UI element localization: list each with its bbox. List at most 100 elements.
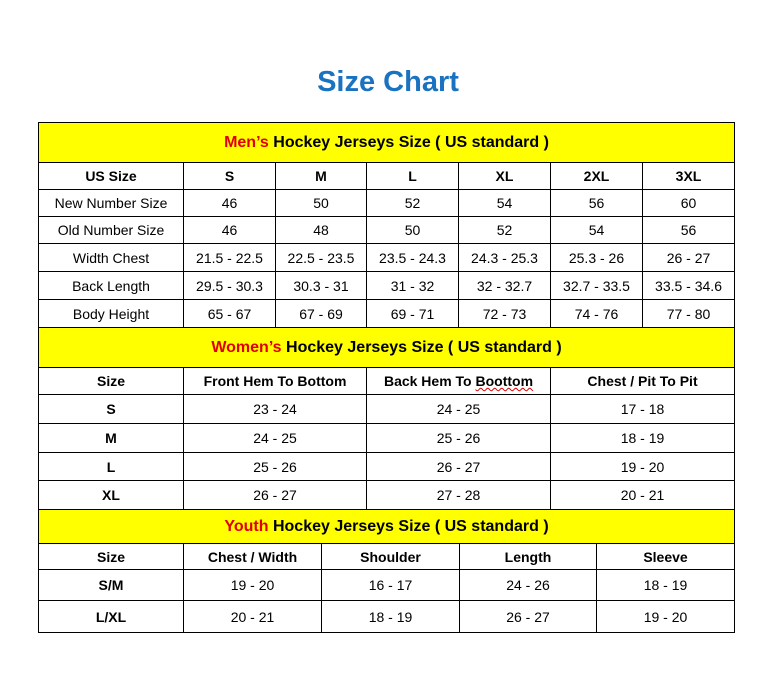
column-header-label: L (408, 168, 417, 184)
column-header-label: Chest / Pit To Pit (587, 373, 698, 389)
column-header: S (183, 162, 276, 190)
table-cell: 24 - 25 (366, 394, 551, 424)
youth-banner: Youth Hockey Jerseys Size ( US standard … (37, 509, 736, 544)
table-cell: 18 - 19 (549, 423, 736, 453)
table-cell: 65 - 67 (183, 299, 276, 328)
column-header-label: US Size (85, 168, 137, 184)
table-cell: 60 (641, 189, 736, 217)
table-cell: 69 - 71 (366, 299, 459, 328)
men-size-table: Men’s Hockey Jerseys Size ( US standard … (37, 122, 736, 328)
women-size-table: Women’s Hockey Jerseys Size ( US standar… (37, 327, 736, 510)
column-header-label: 3XL (675, 168, 702, 184)
table-cell: 20 - 21 (549, 480, 736, 510)
table-cell: 24 - 26 (459, 569, 597, 601)
column-header-label: Sleeve (643, 548, 688, 565)
table-cell: 24.3 - 25.3 (458, 243, 551, 272)
table-row: Back Length 29.5 - 30.3 30.3 - 31 31 - 32 32… (38, 271, 736, 300)
column-header: 3XL (641, 162, 736, 190)
column-header: Shoulder (321, 543, 460, 570)
row-label: Back Length (38, 271, 184, 300)
table-row: New Number Size 46 50 52 54 56 60 (38, 189, 736, 217)
women-banner: Women’s Hockey Jerseys Size ( US standar… (37, 327, 736, 368)
column-header: Back Hem To Boottom (366, 367, 551, 395)
table-row: L 25 - 26 26 - 27 19 - 20 (38, 452, 736, 481)
table-cell: 52 (458, 216, 551, 244)
table-cell: 46 (183, 216, 276, 244)
table-cell: 74 - 76 (550, 299, 643, 328)
column-header-label: S (224, 168, 235, 184)
banner-title: Hockey Jerseys Size ( US standard ) (268, 133, 549, 151)
table-cell: 26 - 27 (459, 600, 597, 633)
column-header: Front Hem To Bottom (183, 367, 367, 395)
table-row: L/XL 20 - 21 18 - 19 26 - 27 19 - 20 (38, 600, 736, 633)
table-cell: 22.5 - 23.5 (275, 243, 367, 272)
column-header-label: Length (504, 548, 552, 565)
header-row: Size Chest / Width Shoulder Length Sleeve (38, 543, 736, 570)
youth-size-table: Youth Hockey Jerseys Size ( US standard … (37, 509, 736, 633)
table-cell: 33.5 - 34.6 (641, 271, 736, 300)
row-label: Body Height (38, 299, 184, 328)
table-row: Old Number Size 46 48 50 52 54 56 (38, 216, 736, 244)
column-header-label: Size (96, 548, 125, 565)
row-label: New Number Size (38, 189, 184, 217)
row-label: S/M (38, 569, 184, 601)
table-cell: 31 - 32 (366, 271, 459, 300)
table-cell: 19 - 20 (183, 569, 322, 601)
table-cell: 56 (641, 216, 736, 244)
table-cell: 26 - 27 (366, 452, 551, 481)
table-cell: 67 - 69 (275, 299, 367, 328)
table-row: Width Chest 21.5 - 22.5 22.5 - 23.5 23.5 - … (38, 243, 736, 272)
row-label: L (38, 452, 184, 481)
column-header-label: M (315, 168, 327, 184)
table-cell: 50 (366, 216, 459, 244)
column-header-label: Front Hem To Bottom (203, 373, 347, 389)
table-cell: 32.7 - 33.5 (550, 271, 643, 300)
column-header-label: Chest / Width (207, 548, 298, 565)
table-cell: 77 - 80 (641, 299, 736, 328)
table-cell: 32 - 32.7 (458, 271, 551, 300)
table-cell: 56 (550, 189, 643, 217)
table-cell: 72 - 73 (458, 299, 551, 328)
table-cell: 25.3 - 26 (550, 243, 643, 272)
banner-title: Hockey Jerseys Size ( US standard ) (268, 517, 549, 535)
table-cell: 25 - 26 (183, 452, 367, 481)
table-row: S/M 19 - 20 16 - 17 24 - 26 18 - 19 (38, 569, 736, 601)
table-cell: 20 - 21 (183, 600, 322, 633)
table-row: XL 26 - 27 27 - 28 20 - 21 (38, 480, 736, 510)
table-cell: 26 - 27 (183, 480, 367, 510)
table-cell: 52 (366, 189, 459, 217)
column-header: Length (459, 543, 597, 570)
column-header: US Size (38, 162, 184, 190)
table-cell: 27 - 28 (366, 480, 551, 510)
size-chart: Men’s Hockey Jerseys Size ( US standard … (37, 122, 736, 633)
banner-highlight: Women’s (211, 338, 282, 356)
table-cell: 19 - 20 (595, 600, 736, 633)
column-header: Chest / Pit To Pit (549, 367, 736, 395)
row-label: Width Chest (38, 243, 184, 272)
column-header-label: XL (495, 168, 514, 184)
table-cell: 30.3 - 31 (275, 271, 367, 300)
men-banner: Men’s Hockey Jerseys Size ( US standard … (37, 122, 736, 163)
row-label: M (38, 423, 184, 453)
banner-title: Hockey Jerseys Size ( US standard ) (281, 338, 562, 356)
table-cell: 25 - 26 (366, 423, 551, 453)
table-cell: 18 - 19 (595, 569, 736, 601)
table-cell: 21.5 - 22.5 (183, 243, 276, 272)
table-cell: 54 (458, 189, 551, 217)
banner-highlight: Youth (224, 517, 269, 535)
column-header: Size (38, 543, 184, 570)
row-label: XL (38, 480, 184, 510)
table-cell: 16 - 17 (321, 569, 460, 601)
column-header-label: Shoulder (360, 548, 421, 565)
column-header-label: 2XL (583, 168, 610, 184)
table-cell: 48 (275, 216, 367, 244)
table-cell: 23 - 24 (183, 394, 367, 424)
table-cell: 50 (275, 189, 367, 217)
column-header-label: Back Hem To Boottom (383, 373, 534, 389)
table-cell: 17 - 18 (549, 394, 736, 424)
table-row: S 23 - 24 24 - 25 17 - 18 (38, 394, 736, 424)
column-header: Size (38, 367, 184, 395)
row-label: S (38, 394, 184, 424)
header-row: US Size S M L XL 2XL 3XL (38, 162, 736, 190)
column-header: Chest / Width (183, 543, 322, 570)
